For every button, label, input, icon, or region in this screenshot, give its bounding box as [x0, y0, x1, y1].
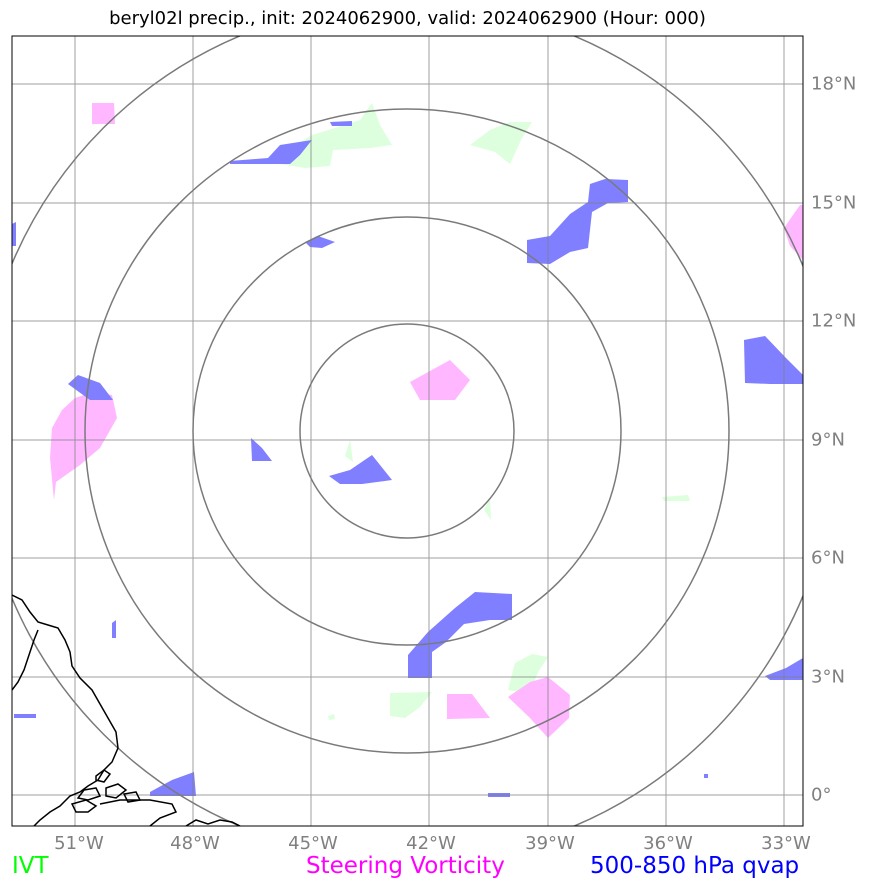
ivt-patch: [390, 692, 432, 718]
lat-label: 3°N: [811, 666, 845, 688]
qvap-patch: [527, 179, 628, 264]
vorticity-patch: [410, 360, 470, 400]
vorticity-patch: [447, 694, 490, 719]
coastline-path: [105, 783, 128, 799]
qvap-patch: [112, 620, 116, 638]
ivt-patch: [328, 714, 335, 720]
qvap-patch: [251, 438, 272, 461]
coastline-path: [76, 787, 102, 801]
range-ring-2: [192, 216, 622, 646]
lon-label: 48°W: [170, 833, 220, 854]
lon-label: 51°W: [54, 833, 104, 854]
range-ring-3: [84, 108, 730, 754]
range-rings: [12, 36, 803, 826]
legend-qvap: 500-850 hPa qvap: [590, 853, 800, 879]
map-title: beryl02l precip., init: 2024062900, vali…: [109, 8, 706, 29]
lat-label: 15°N: [811, 192, 857, 214]
coastline-path: [12, 594, 119, 826]
lon-label: 45°W: [288, 833, 338, 854]
coastline-path: [185, 819, 241, 826]
lon-label: 42°W: [406, 833, 456, 854]
coastline-path: [99, 799, 178, 826]
qvap-patch: [744, 336, 803, 384]
vorticity-patch: [92, 103, 115, 124]
ivt-patch: [662, 495, 690, 501]
qvap-patch: [408, 592, 512, 678]
lat-label: 18°N: [811, 73, 857, 95]
lon-label: 36°W: [643, 833, 693, 854]
lon-label: 33°W: [761, 833, 811, 854]
qvap-patch: [68, 375, 113, 400]
vorticity-layer: [50, 103, 803, 738]
coastline-path: [95, 769, 112, 783]
legend-ivt: IVT: [12, 853, 49, 879]
range-ring-1: [299, 323, 515, 539]
map-frame: [11, 35, 804, 827]
lat-label: 9°N: [811, 429, 845, 451]
lat-label: 12°N: [811, 310, 857, 332]
vorticity-patch: [508, 677, 570, 738]
qvap-patch: [330, 121, 352, 126]
legend-steering-vorticity: Steering Vorticity: [306, 853, 505, 879]
qvap-layer: [12, 121, 803, 797]
qvap-patch: [150, 772, 196, 796]
qvap-patch: [230, 140, 312, 164]
gridlines: [12, 36, 803, 826]
coastline: [12, 594, 241, 826]
ivt-patch: [508, 654, 548, 694]
lat-label: 6°N: [811, 547, 845, 569]
ivt-patch: [345, 440, 353, 462]
coastline-path: [70, 799, 98, 813]
vorticity-patch: [784, 205, 803, 260]
vorticity-patch: [50, 392, 117, 500]
lat-label: 0°: [811, 784, 832, 806]
qvap-patch: [14, 714, 36, 718]
qvap-patch: [704, 774, 708, 778]
coastline-path: [12, 629, 39, 691]
ivt-patch: [470, 122, 532, 164]
ivt-patch: [484, 498, 491, 520]
lon-label: 39°W: [525, 833, 575, 854]
qvap-patch: [329, 455, 392, 484]
qvap-patch: [12, 222, 16, 246]
